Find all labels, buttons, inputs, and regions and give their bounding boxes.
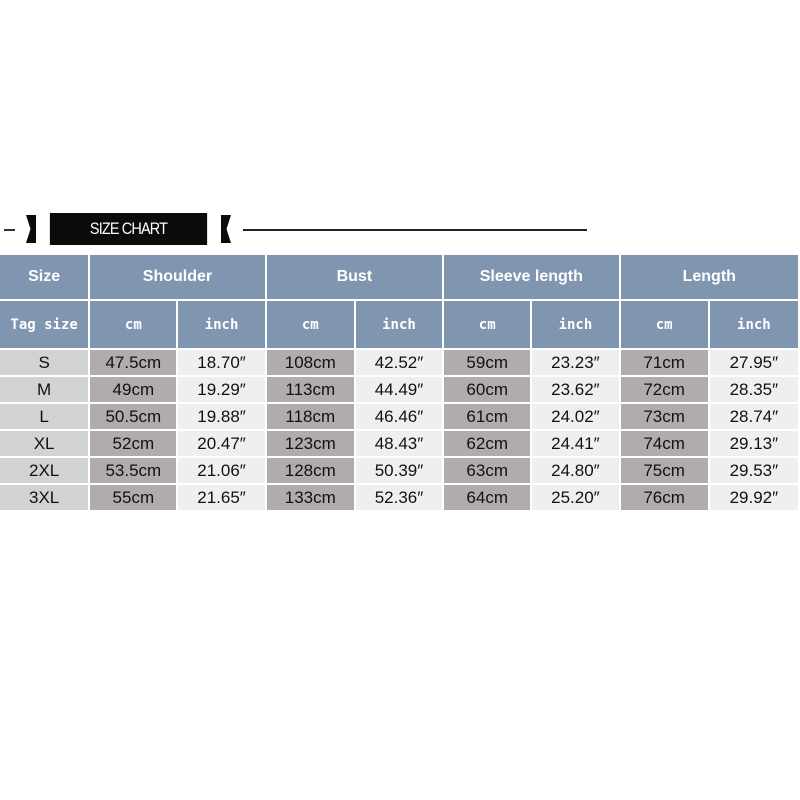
inch-cell: 50.39″ xyxy=(355,458,443,483)
header-shoulder: Shoulder xyxy=(90,255,265,299)
cm-cell: 49cm xyxy=(90,377,177,402)
size-table: Size Shoulder Bust Sleeve length Length … xyxy=(0,253,800,512)
cm-cell: 74cm xyxy=(620,431,708,456)
ribbon-tail-right xyxy=(221,215,231,243)
inch-cell: 29.92″ xyxy=(709,485,798,510)
inch-cell: 28.74″ xyxy=(709,404,798,429)
size-cell: 3XL xyxy=(0,485,89,510)
inch-cell: 25.20″ xyxy=(532,485,619,510)
cm-cell: 50.5cm xyxy=(90,404,177,429)
subheader-cm: cm xyxy=(90,301,177,348)
cm-cell: 108cm xyxy=(266,350,354,375)
subheader-inch: inch xyxy=(532,301,619,348)
cm-cell: 52cm xyxy=(90,431,177,456)
inch-cell: 19.29″ xyxy=(178,377,265,402)
cm-cell: 118cm xyxy=(266,404,354,429)
cm-cell: 61cm xyxy=(444,404,531,429)
inch-cell: 29.13″ xyxy=(709,431,798,456)
inch-cell: 20.47″ xyxy=(178,431,265,456)
header-bust: Bust xyxy=(266,255,443,299)
inch-cell: 48.43″ xyxy=(355,431,443,456)
cm-cell: 59cm xyxy=(444,350,531,375)
ribbon-tail-left xyxy=(26,215,36,243)
table-row: S 47.5cm 18.70″ 108cm 42.52″ 59cm 23.23″ 71cm 27… xyxy=(0,350,798,375)
subheader-cm: cm xyxy=(620,301,708,348)
inch-cell: 52.36″ xyxy=(355,485,443,510)
subheader-cm: cm xyxy=(444,301,531,348)
table-row: XL 52cm 20.47″ 123cm 48.43″ 62cm 24.41″ 74cm 29.… xyxy=(0,431,798,456)
cm-cell: 73cm xyxy=(620,404,708,429)
inch-cell: 28.35″ xyxy=(709,377,798,402)
inch-cell: 44.49″ xyxy=(355,377,443,402)
inch-cell: 19.88″ xyxy=(178,404,265,429)
table-row: 3XL 55cm 21.65″ 133cm 52.36″ 64cm 25.20″ 76cm 29… xyxy=(0,485,798,510)
cm-cell: 62cm xyxy=(444,431,531,456)
size-cell: M xyxy=(0,377,89,402)
cm-cell: 72cm xyxy=(620,377,708,402)
inch-cell: 21.06″ xyxy=(178,458,265,483)
inch-cell: 18.70″ xyxy=(178,350,265,375)
size-cell: XL xyxy=(0,431,89,456)
cm-cell: 60cm xyxy=(444,377,531,402)
inch-cell: 24.80″ xyxy=(532,458,619,483)
cm-cell: 71cm xyxy=(620,350,708,375)
header-size: Size xyxy=(0,255,89,299)
inch-cell: 42.52″ xyxy=(355,350,443,375)
cm-cell: 128cm xyxy=(266,458,354,483)
size-cell: L xyxy=(0,404,89,429)
divider-line xyxy=(243,229,587,231)
inch-cell: 21.65″ xyxy=(178,485,265,510)
cm-cell: 64cm xyxy=(444,485,531,510)
divider-dash xyxy=(4,229,15,231)
cm-cell: 76cm xyxy=(620,485,708,510)
table-row: L 50.5cm 19.88″ 118cm 46.46″ 61cm 24.02″ 73cm 28… xyxy=(0,404,798,429)
cm-cell: 123cm xyxy=(266,431,354,456)
cm-cell: 55cm xyxy=(90,485,177,510)
size-cell: S xyxy=(0,350,89,375)
subheader-tag-size: Tag size xyxy=(0,301,89,348)
size-cell: 2XL xyxy=(0,458,89,483)
table-row: M 49cm 19.29″ 113cm 44.49″ 60cm 23.62″ 72cm 28.3… xyxy=(0,377,798,402)
header-row: Size Shoulder Bust Sleeve length Length xyxy=(0,255,798,299)
inch-cell: 24.02″ xyxy=(532,404,619,429)
size-chart-banner: SIZE CHART xyxy=(49,213,208,245)
inch-cell: 24.41″ xyxy=(532,431,619,456)
subheader-inch: inch xyxy=(709,301,798,348)
cm-cell: 47.5cm xyxy=(90,350,177,375)
subheader-row: Tag size cm inch cm inch cm inch cm inch xyxy=(0,301,798,348)
header-length: Length xyxy=(620,255,798,299)
subheader-inch: inch xyxy=(355,301,443,348)
header-sleeve-length: Sleeve length xyxy=(444,255,619,299)
cm-cell: 53.5cm xyxy=(90,458,177,483)
inch-cell: 23.23″ xyxy=(532,350,619,375)
cm-cell: 133cm xyxy=(266,485,354,510)
inch-cell: 23.62″ xyxy=(532,377,619,402)
cm-cell: 63cm xyxy=(444,458,531,483)
inch-cell: 29.53″ xyxy=(709,458,798,483)
subheader-cm: cm xyxy=(266,301,354,348)
cm-cell: 113cm xyxy=(266,377,354,402)
inch-cell: 27.95″ xyxy=(709,350,798,375)
cm-cell: 75cm xyxy=(620,458,708,483)
table-row: 2XL 53.5cm 21.06″ 128cm 50.39″ 63cm 24.80″ 75cm… xyxy=(0,458,798,483)
subheader-inch: inch xyxy=(178,301,265,348)
inch-cell: 46.46″ xyxy=(355,404,443,429)
